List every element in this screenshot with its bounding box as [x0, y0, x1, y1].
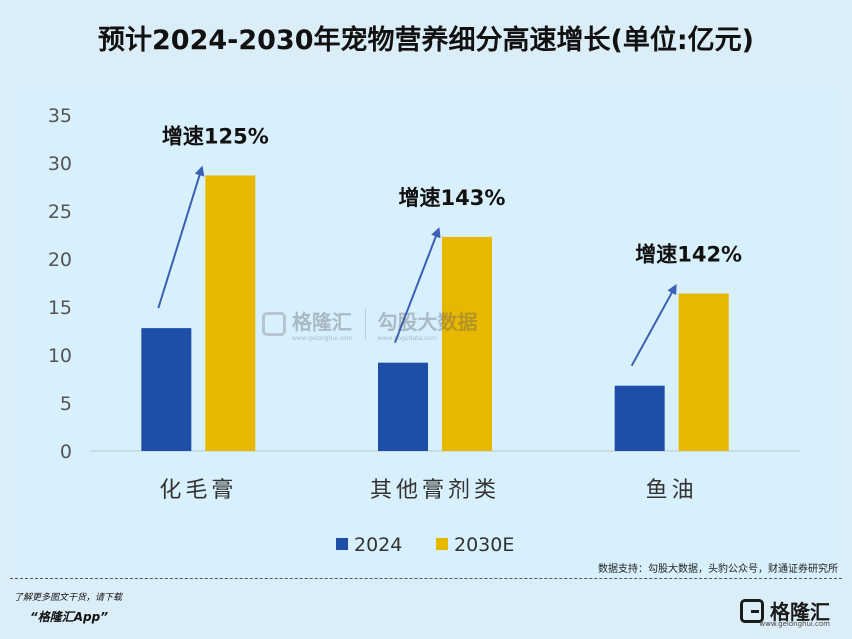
watermark: 格隆汇 www.gelonghui.com 勾股大数据 www.gogudata… [262, 306, 478, 342]
footer-divider [10, 578, 842, 579]
legend-swatch [436, 538, 448, 550]
y-tick-label: 30 [48, 153, 72, 175]
y-tick-label: 5 [60, 393, 72, 415]
footer-note: 了解更多图文干货，请下载 [14, 593, 123, 603]
watermark-separator [364, 308, 366, 340]
legend-swatch [336, 538, 348, 550]
growth-arrow [157, 165, 205, 309]
watermark-logo-icon [262, 312, 286, 336]
growth-annotation: 增速143% [399, 186, 506, 210]
y-tick-label: 35 [48, 105, 72, 127]
y-tick-label: 0 [60, 441, 72, 463]
growth-arrow [394, 227, 441, 344]
brand-logo: 格隆汇 www.gelonghui.com [740, 596, 830, 628]
x-category-label: 鱼油 [646, 478, 698, 503]
growth-arrow [630, 284, 677, 367]
brand-name: 格隆汇 [770, 600, 830, 624]
bar-2030e-1 [442, 236, 492, 451]
brand-g-icon [740, 598, 764, 623]
brand-url: www.gelonghui.com [759, 620, 830, 628]
growth-annotation: 增速125% [162, 124, 269, 148]
watermark-right-url: www.gogudata.com [377, 335, 437, 342]
y-tick-label: 15 [48, 297, 72, 319]
watermark-right-text: 勾股大数据 [377, 310, 478, 334]
y-tick-label: 10 [48, 345, 72, 367]
y-tick-label: 25 [48, 201, 72, 223]
bar-2030e-0 [205, 175, 256, 452]
bar-2024-0 [141, 328, 192, 451]
footer-app-name: “格隆汇App” [30, 610, 108, 624]
bar-2024-1 [378, 362, 428, 451]
source-note: 数据支持：勾股大数据，头豹公众号，财通证券研究所 [598, 564, 838, 575]
x-category-label: 化毛膏 [159, 478, 237, 503]
watermark-left-url: www.gelonghui.com [292, 335, 353, 342]
y-tick-label: 20 [48, 249, 72, 271]
watermark-left-text: 格隆汇 [292, 310, 352, 334]
chart-title: 预计2024-2030年宠物营养细分高速增长(单位:亿元) [98, 25, 754, 56]
bar-2030e-2 [678, 293, 729, 451]
growth-annotation: 增速142% [635, 243, 742, 267]
legend-label: 2024 [354, 534, 402, 556]
bar-2024-2 [614, 385, 665, 451]
legend-label: 2030E [454, 534, 514, 556]
x-category-label: 其他膏剂类 [370, 478, 500, 503]
